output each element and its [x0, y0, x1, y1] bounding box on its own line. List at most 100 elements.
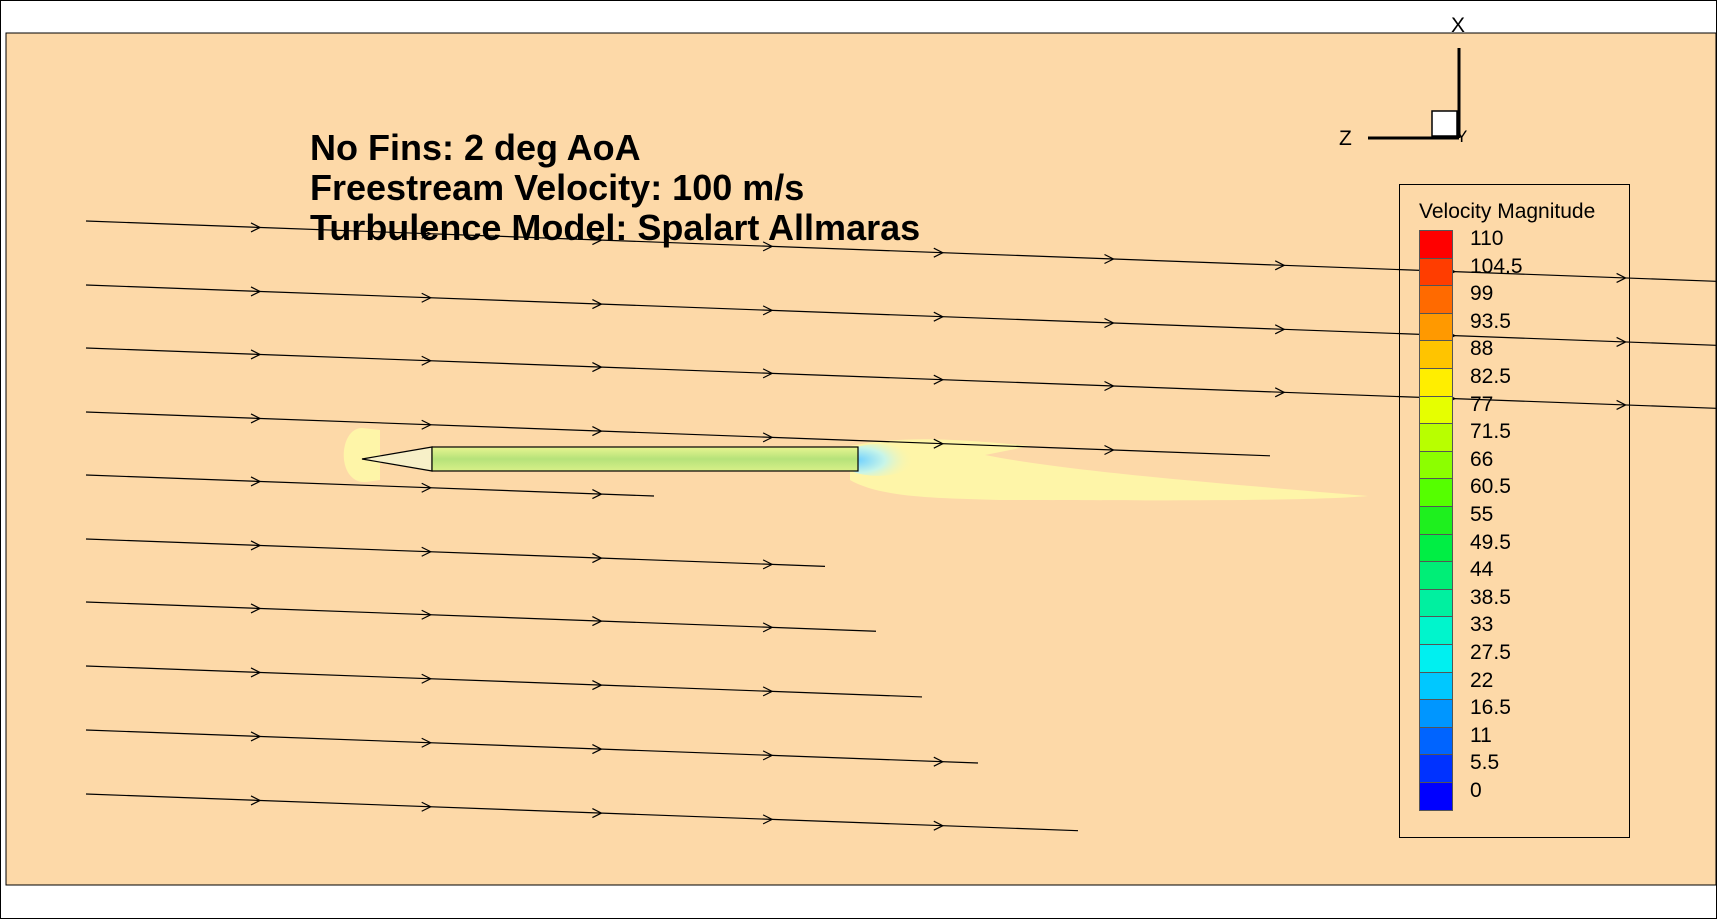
streamline-arrow-icon — [1616, 399, 1627, 411]
streamline-arrow-icon — [762, 814, 774, 825]
legend-label: 77 — [1470, 392, 1494, 416]
streamline-arrow-icon — [421, 482, 433, 493]
legend-label: 60.5 — [1470, 475, 1511, 499]
streamline-arrow-icon — [421, 419, 433, 430]
streamline-arrow-icon — [421, 801, 433, 812]
streamline-arrow-icon — [762, 750, 774, 761]
base-recirculation — [842, 444, 914, 476]
streamline-arrow-icon — [250, 349, 262, 360]
legend-label: 104.5 — [1470, 254, 1523, 278]
legend-swatch — [1419, 257, 1453, 287]
streamline-arrow-icon — [762, 432, 774, 443]
streamline-arrow-icon — [592, 299, 603, 310]
streamline-arrow-icon — [592, 553, 603, 564]
legend-swatch — [1419, 450, 1453, 480]
streamline-arrow-icon — [592, 680, 603, 691]
streamline-arrow-icon — [250, 286, 262, 297]
legend-swatch — [1419, 506, 1453, 535]
legend-swatch — [1419, 782, 1453, 811]
z-axis-label: Z — [1339, 127, 1352, 150]
streamline-arrow-icon — [1104, 253, 1115, 265]
legend-swatch — [1419, 671, 1453, 701]
streamline-arrow-icon — [1274, 260, 1286, 271]
legend-label: 55 — [1470, 503, 1494, 526]
legend-swatch — [1419, 754, 1453, 783]
streamline-arrow-icon — [592, 489, 603, 500]
streamline-arrow-icon — [250, 413, 262, 424]
streamline-arrow-icon — [762, 686, 774, 697]
legend-label: 33 — [1470, 613, 1494, 637]
axes-triad — [1368, 48, 1461, 140]
streamline-arrow-icon — [421, 228, 433, 239]
streamline-arrow-icon — [933, 438, 945, 449]
legend-label: 16.5 — [1470, 696, 1511, 720]
streamline-arrow-icon — [933, 820, 945, 831]
streamline-arrow-icon — [421, 546, 433, 557]
streamline-arrow-icon — [250, 731, 262, 742]
legend-swatch — [1419, 478, 1453, 507]
streamline-arrow-icon — [592, 235, 603, 246]
legend-swatch — [1419, 644, 1453, 673]
legend-label: 88 — [1470, 337, 1494, 361]
streamline-arrow-icon — [1104, 380, 1115, 392]
streamline-arrow-icon — [250, 603, 262, 614]
legend-label: 5.5 — [1470, 751, 1500, 775]
streamline-arrow-icon — [250, 667, 262, 678]
legend-label: 99 — [1470, 282, 1494, 306]
rocket-body — [361, 446, 859, 472]
streamline-arrow-icon — [762, 305, 774, 316]
legend-swatch — [1419, 533, 1453, 563]
streamline-arrow-icon — [1616, 336, 1627, 348]
streamline-arrow-icon — [250, 222, 262, 233]
streamline — [85, 538, 826, 567]
title-velocity: Freestream Velocity: 100 m/s — [310, 167, 805, 208]
streamline — [85, 601, 877, 632]
legend-swatch — [1419, 230, 1453, 259]
legend-swatch — [1419, 726, 1453, 756]
streamline-arrow-icon — [421, 292, 433, 303]
legend-label: 71.5 — [1470, 420, 1511, 444]
streamline — [85, 474, 655, 497]
legend-swatch — [1419, 699, 1453, 728]
title-case: No Fins: 2 deg AoA — [310, 127, 641, 168]
streamline-arrow-icon — [762, 368, 774, 379]
streamline-arrow-icon — [421, 609, 433, 620]
legend-swatch — [1419, 588, 1453, 618]
legend-label: 66 — [1470, 447, 1494, 471]
legend-label: 82.5 — [1470, 365, 1511, 388]
streamline-arrow-icon — [250, 476, 262, 487]
legend-label: 27.5 — [1470, 641, 1511, 664]
streamline-arrow-icon — [421, 355, 433, 366]
legend-swatch — [1419, 423, 1453, 452]
streamline — [85, 729, 979, 764]
streamline-arrow-icon — [592, 616, 603, 627]
wake-region — [850, 439, 1368, 501]
streamline-arrow-icon — [592, 744, 603, 755]
legend-swatch — [1419, 616, 1453, 645]
streamline-arrow-icon — [1616, 272, 1627, 284]
legend-label: 110 — [1470, 227, 1504, 250]
legend-swatch — [1419, 395, 1453, 425]
legend-swatch — [1419, 368, 1453, 397]
streamline — [85, 793, 1079, 832]
legend-title: Velocity Magnitude — [1419, 200, 1596, 223]
y-axis-label: Y — [1456, 127, 1468, 146]
streamline-arrow-icon — [421, 737, 433, 748]
rocket-cylinder — [431, 446, 859, 472]
title-turbulence-model: Turbulence Model: Spalart Allmaras — [310, 207, 921, 248]
streamline-arrow-icon — [250, 795, 262, 806]
streamline-arrow-icon — [933, 374, 945, 385]
legend-label: 93.5 — [1470, 309, 1511, 333]
legend-label: 22 — [1470, 668, 1494, 692]
legend-label: 49.5 — [1470, 530, 1511, 554]
streamline-arrow-icon — [421, 673, 433, 684]
streamline-arrow-icon — [250, 540, 262, 551]
nose-stagnation-region — [343, 428, 380, 483]
streamline-arrow-icon — [933, 247, 945, 258]
legend-label: 38.5 — [1470, 585, 1511, 609]
streamline — [85, 411, 1271, 457]
streamline-arrow-icon — [1104, 317, 1115, 329]
legend-label: 11 — [1470, 723, 1492, 747]
streamline-arrow-icon — [762, 559, 774, 570]
streamline-arrow-icon — [933, 756, 945, 767]
